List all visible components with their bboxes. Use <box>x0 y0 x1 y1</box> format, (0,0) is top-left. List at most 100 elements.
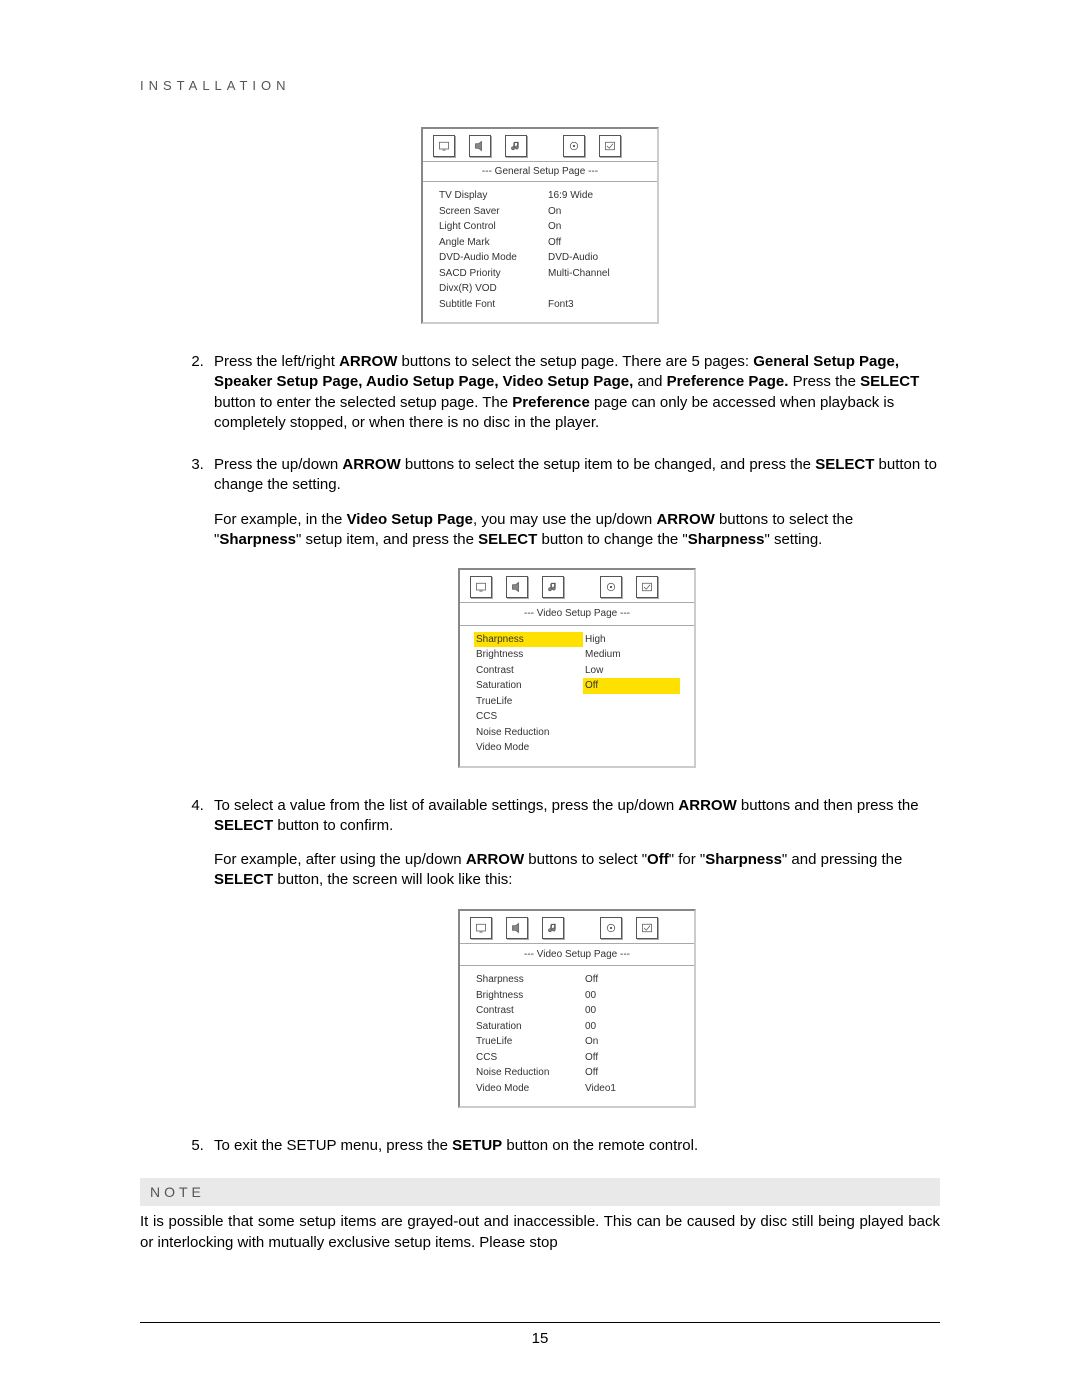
menu-row: DVD-Audio ModeDVD-Audio <box>437 250 643 266</box>
tab-general-icon <box>470 576 492 598</box>
menu-row: Screen SaverOn <box>437 204 643 220</box>
menu-title: --- General Setup Page --- <box>423 161 657 182</box>
menu-row-value: Medium <box>583 647 680 663</box>
tab-speaker-icon <box>506 576 528 598</box>
menu-row-label: TrueLife <box>474 694 583 710</box>
menu-row-value: Off <box>583 678 680 694</box>
instruction-list: Press the left/right ARROW buttons to se… <box>140 352 940 1156</box>
tab-speaker-icon <box>469 135 491 157</box>
tab-audio-icon <box>542 576 564 598</box>
menu-row-value <box>583 725 680 741</box>
menu-row-value: Font3 <box>546 297 643 313</box>
tab-preference-icon <box>636 917 658 939</box>
menu-row-label: Divx(R) VOD <box>437 281 546 297</box>
menu-row-label: Screen Saver <box>437 204 546 220</box>
menu-row-label: Light Control <box>437 219 546 235</box>
menu-row: Light ControlOn <box>437 219 643 235</box>
menu-row-value: On <box>546 219 643 235</box>
menu-row-value <box>583 694 680 710</box>
menu-row: SharpnessHigh <box>474 632 680 648</box>
menu-row-value: Off <box>583 972 680 988</box>
step-5: To exit the SETUP menu, press the SETUP … <box>208 1136 940 1156</box>
tab-video-icon <box>563 135 585 157</box>
menu-row-value: Video1 <box>583 1081 680 1097</box>
tab-speaker-icon <box>506 917 528 939</box>
menu-row-label: DVD-Audio Mode <box>437 250 546 266</box>
tab-audio-icon <box>505 135 527 157</box>
note-box: NOTE It is possible that some setup item… <box>140 1178 940 1253</box>
menu-row-label: Brightness <box>474 988 583 1004</box>
tab-video-icon <box>600 576 622 598</box>
menu-row-value: 00 <box>583 988 680 1004</box>
section-header: INSTALLATION <box>140 78 940 93</box>
menu-row-label: Contrast <box>474 663 583 679</box>
menu-row-value: Off <box>546 235 643 251</box>
menu-row-value: 16:9 Wide <box>546 188 643 204</box>
menu-row-label: Noise Reduction <box>474 1065 583 1081</box>
menu-row: Noise ReductionOff <box>474 1065 680 1081</box>
menu-row-label: CCS <box>474 709 583 725</box>
menu-row-label: TrueLife <box>474 1034 583 1050</box>
menu-row-label: CCS <box>474 1050 583 1066</box>
menu-row-value: Off <box>583 1050 680 1066</box>
menu-row: Contrast00 <box>474 1003 680 1019</box>
menu-row: ContrastLow <box>474 663 680 679</box>
footer-rule <box>140 1322 940 1323</box>
menu-row: Divx(R) VOD <box>437 281 643 297</box>
menu-row-label: Brightness <box>474 647 583 663</box>
tab-preference-icon <box>636 576 658 598</box>
menu-row-label: Subtitle Font <box>437 297 546 313</box>
menu-row: BrightnessMedium <box>474 647 680 663</box>
menu-row-value: Off <box>583 1065 680 1081</box>
menu-row-label: TV Display <box>437 188 546 204</box>
tab-audio-icon <box>542 917 564 939</box>
menu-row-label: Contrast <box>474 1003 583 1019</box>
note-body: It is possible that some setup items are… <box>140 1206 940 1253</box>
menu-video-1: --- Video Setup Page --- SharpnessHighBr… <box>458 568 696 768</box>
note-title: NOTE <box>140 1178 940 1206</box>
menu-row: Video ModeVideo1 <box>474 1081 680 1097</box>
menu-row: Video Mode <box>474 740 680 756</box>
menu-row-value: DVD-Audio <box>546 250 643 266</box>
menu-row: SACD PriorityMulti-Channel <box>437 266 643 282</box>
menu-row: Subtitle FontFont3 <box>437 297 643 313</box>
tab-video-icon <box>600 917 622 939</box>
menu-tabs <box>460 911 694 943</box>
menu-row-value: On <box>546 204 643 220</box>
menu-row-label: Noise Reduction <box>474 725 583 741</box>
menu-row: CCSOff <box>474 1050 680 1066</box>
tab-general-icon <box>433 135 455 157</box>
menu-general: --- General Setup Page --- TV Display16:… <box>421 127 659 324</box>
menu-row: TV Display16:9 Wide <box>437 188 643 204</box>
menu-row: Angle MarkOff <box>437 235 643 251</box>
menu-row: TrueLifeOn <box>474 1034 680 1050</box>
menu-rows: SharpnessOffBrightness00Contrast00Satura… <box>460 966 694 1106</box>
tab-preference-icon <box>599 135 621 157</box>
menu-row: Saturation00 <box>474 1019 680 1035</box>
tab-general-icon <box>470 917 492 939</box>
step-2: Press the left/right ARROW buttons to se… <box>208 352 940 433</box>
menu-row: SaturationOff <box>474 678 680 694</box>
menu-row-label: Saturation <box>474 1019 583 1035</box>
menu-row: TrueLife <box>474 694 680 710</box>
menu-rows: SharpnessHighBrightnessMediumContrastLow… <box>460 626 694 766</box>
menu-row-label: Sharpness <box>474 972 583 988</box>
menu-title: --- Video Setup Page --- <box>460 602 694 626</box>
step-3: Press the up/down ARROW buttons to selec… <box>208 455 940 768</box>
menu-row-value <box>583 709 680 725</box>
page: INSTALLATION --- General Setup Page --- … <box>0 0 1080 1397</box>
menu-video-2: --- Video Setup Page --- SharpnessOffBri… <box>458 909 696 1109</box>
menu-row-label: Sharpness <box>474 632 583 648</box>
menu-row-value: Multi-Channel <box>546 266 643 282</box>
menu-row-value: 00 <box>583 1003 680 1019</box>
page-number: 15 <box>0 1330 1080 1347</box>
menu-row-value <box>583 740 680 756</box>
menu-row-label: Video Mode <box>474 740 583 756</box>
menu-tabs <box>423 129 657 161</box>
menu-row: CCS <box>474 709 680 725</box>
menu-row-value: 00 <box>583 1019 680 1035</box>
menu-row-label: Angle Mark <box>437 235 546 251</box>
menu-row-label: SACD Priority <box>437 266 546 282</box>
menu-row: Brightness00 <box>474 988 680 1004</box>
menu-row-value: On <box>583 1034 680 1050</box>
